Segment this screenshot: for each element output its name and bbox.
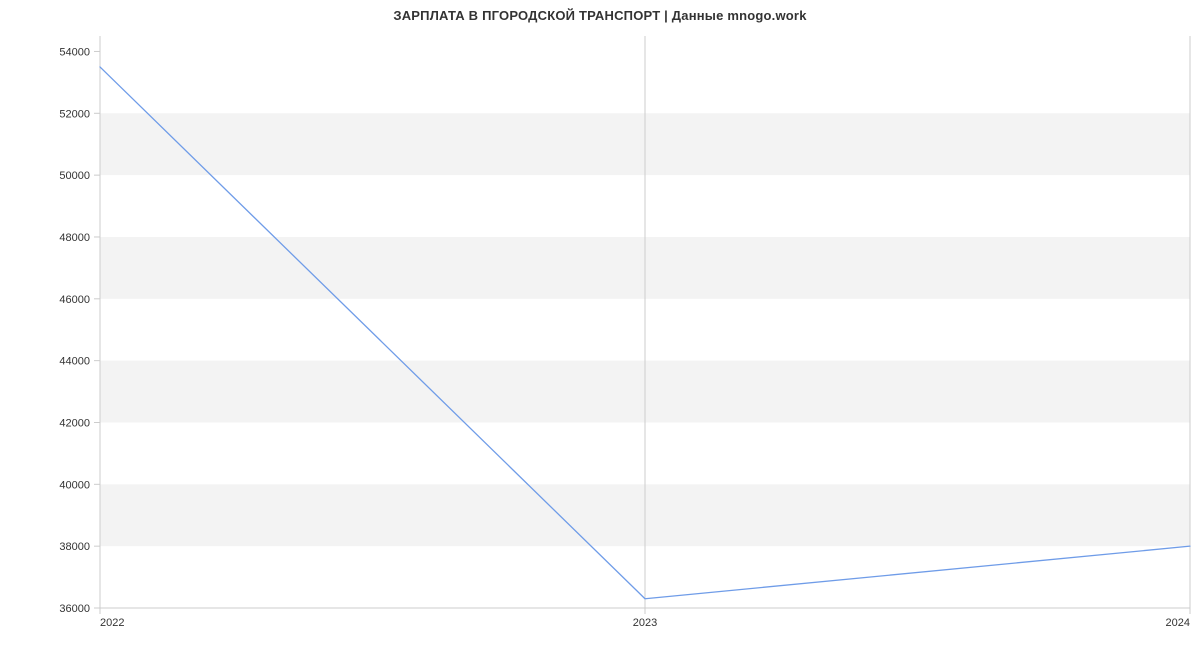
svg-text:52000: 52000 bbox=[59, 108, 90, 120]
chart-title: ЗАРПЛАТА В ПГОРОДСКОЙ ТРАНСПОРТ | Данные… bbox=[0, 8, 1200, 23]
svg-text:36000: 36000 bbox=[59, 603, 90, 615]
chart-svg: 36000 38000 40000 42000 44000 46000 48000 50000… bbox=[0, 0, 1200, 650]
salary-line-chart: ЗАРПЛАТА В ПГОРОДСКОЙ ТРАНСПОРТ | Данные… bbox=[0, 0, 1200, 650]
svg-text:38000: 38000 bbox=[59, 541, 90, 553]
svg-text:54000: 54000 bbox=[59, 46, 90, 58]
svg-text:2023: 2023 bbox=[633, 617, 657, 629]
svg-text:48000: 48000 bbox=[59, 232, 90, 244]
svg-text:2022: 2022 bbox=[100, 617, 124, 629]
svg-text:40000: 40000 bbox=[59, 479, 90, 491]
svg-text:2024: 2024 bbox=[1166, 617, 1190, 629]
svg-text:42000: 42000 bbox=[59, 417, 90, 429]
svg-text:50000: 50000 bbox=[59, 170, 90, 182]
svg-text:44000: 44000 bbox=[59, 356, 90, 368]
svg-text:46000: 46000 bbox=[59, 294, 90, 306]
